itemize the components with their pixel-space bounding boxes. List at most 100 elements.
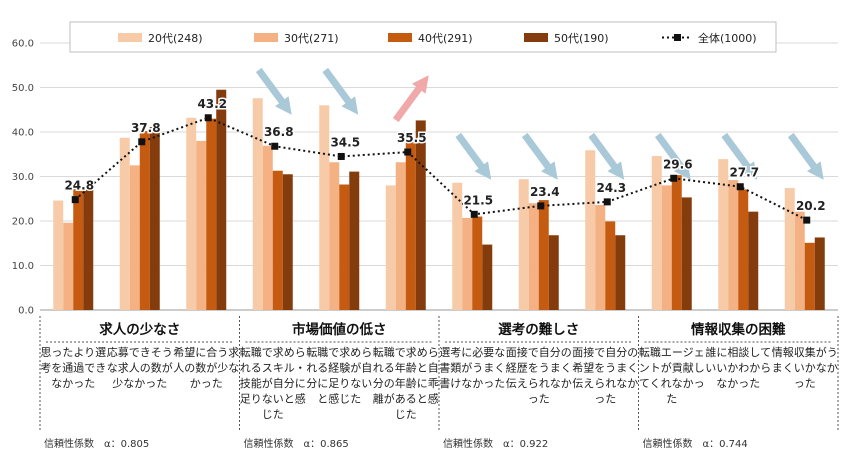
category-label-line: なかった	[716, 377, 760, 390]
trend-arrow-down	[455, 132, 492, 180]
bar	[804, 242, 815, 310]
data-label: 20.2	[796, 199, 826, 213]
total-line-marker	[537, 202, 545, 210]
bar	[605, 221, 616, 310]
bar	[196, 140, 207, 310]
total-line-marker	[337, 152, 345, 160]
y-tick-label: 20.0	[12, 217, 34, 228]
data-label: 21.5	[463, 193, 493, 207]
category-label-line: いいかわから	[705, 362, 771, 375]
data-label: 29.6	[663, 157, 693, 171]
bar	[272, 170, 283, 310]
category-label-line: 伝えられなか	[572, 377, 638, 390]
bar	[548, 235, 559, 310]
category-label-line: 応募できそう	[107, 345, 173, 359]
trend-arrows	[255, 67, 824, 180]
bar	[671, 175, 682, 310]
bar	[748, 211, 759, 310]
bar	[462, 217, 473, 310]
category-label-line: な求人の数が	[107, 361, 173, 375]
category-label: 思ったより選考を通過できなかった	[40, 346, 106, 390]
data-label: 23.4	[530, 185, 560, 199]
category-label-line: かった	[190, 377, 223, 390]
category-label-line: 足りないと感	[240, 393, 306, 406]
category-label-line: 人の数が少な	[173, 361, 239, 375]
bar	[405, 141, 416, 310]
total-line-marker	[470, 210, 478, 218]
bar	[262, 145, 273, 310]
trend-arrow-down	[654, 132, 691, 180]
category-label-line: 分の年齢に乖	[373, 376, 439, 390]
bars	[53, 89, 825, 311]
y-tick-label: 10.0	[12, 261, 34, 272]
category-label-line: 面接で自分の	[506, 346, 572, 359]
bar	[452, 182, 463, 310]
category-label-line: た	[666, 393, 677, 406]
total-line-marker	[670, 174, 678, 182]
data-label: 34.5	[330, 135, 360, 149]
bar	[794, 211, 805, 310]
bar	[482, 244, 493, 310]
category-label: 応募できそうな求人の数が少なかった	[107, 345, 173, 390]
bar	[119, 137, 130, 310]
reliability-coefficient: 信頼性係数 α：0.922	[443, 437, 548, 450]
total-line-marker	[271, 142, 279, 150]
legend-swatch	[524, 33, 548, 42]
category-label-line: じた	[395, 408, 417, 421]
bar	[784, 188, 795, 310]
bar	[186, 117, 197, 310]
category-label: 選考に必要な書類がうまく書けなかった	[439, 346, 505, 390]
data-label: 27.7	[729, 166, 759, 180]
category-label-line: 面接で自分の	[572, 346, 638, 359]
category-label: 面接で自分の希望をうまく伝えられなかった	[572, 346, 638, 406]
legend-label: 50代(190)	[554, 32, 609, 45]
category-label-line: 経歴をうまく	[506, 362, 572, 375]
legend-box	[69, 21, 777, 53]
total-line-marker	[736, 183, 744, 191]
data-label: 24.8	[64, 179, 94, 193]
group-title: 求人の少なさ	[99, 321, 180, 338]
bar	[538, 200, 549, 310]
bar	[728, 180, 739, 310]
category-label-line: 書けなかった	[439, 376, 505, 390]
legend-label: 全体(1000)	[698, 31, 757, 45]
reliability-coefficient: 信頼性係数 α：0.805	[44, 437, 149, 450]
bar	[738, 189, 749, 310]
bar	[83, 188, 94, 310]
trend-arrow-down	[322, 67, 359, 115]
category-label-line: なかった	[51, 377, 95, 390]
group-title: 市場価値の低さ	[292, 321, 387, 338]
bar	[339, 184, 350, 310]
category-label-line: 転職で求めら	[373, 346, 439, 359]
category-label-line: れる年齢と自	[373, 361, 439, 375]
category-label-line: 希望に合う求	[173, 345, 239, 359]
category-label-line: 誰に相談して	[705, 345, 771, 359]
category-label: 誰に相談していいかわからなかった	[705, 345, 771, 390]
data-label: 36.8	[264, 125, 294, 139]
total-line	[71, 114, 811, 224]
category-label-line: 考を通過でき	[40, 362, 106, 375]
category-label-line: れる経験が自	[306, 361, 372, 375]
category-label-line: ントが貢献し	[639, 361, 705, 375]
category-label-line: 離があると感	[373, 392, 439, 406]
category-label-line: 転職で求めら	[306, 346, 372, 359]
bar	[63, 222, 74, 310]
category-label: 希望に合う求人の数が少なかった	[173, 345, 239, 390]
category-label-line: 希望をうまく	[572, 361, 638, 375]
bar	[139, 131, 150, 310]
y-tick-label: 0.0	[18, 306, 34, 317]
category-label-line: 思ったより選	[40, 346, 106, 359]
bar	[282, 174, 293, 310]
trend-arrow-down	[588, 132, 625, 180]
bar	[216, 89, 227, 310]
bar	[718, 159, 729, 310]
bar	[518, 179, 529, 310]
legend-swatch	[118, 33, 142, 42]
data-label: 35.5	[397, 131, 427, 145]
group-title: 情報収集の困難	[691, 321, 786, 338]
bar	[385, 185, 396, 310]
trend-arrow-down	[255, 67, 292, 115]
category-label: 転職で求められる年齢と自分の年齢に乖離があると感じた	[373, 346, 439, 421]
